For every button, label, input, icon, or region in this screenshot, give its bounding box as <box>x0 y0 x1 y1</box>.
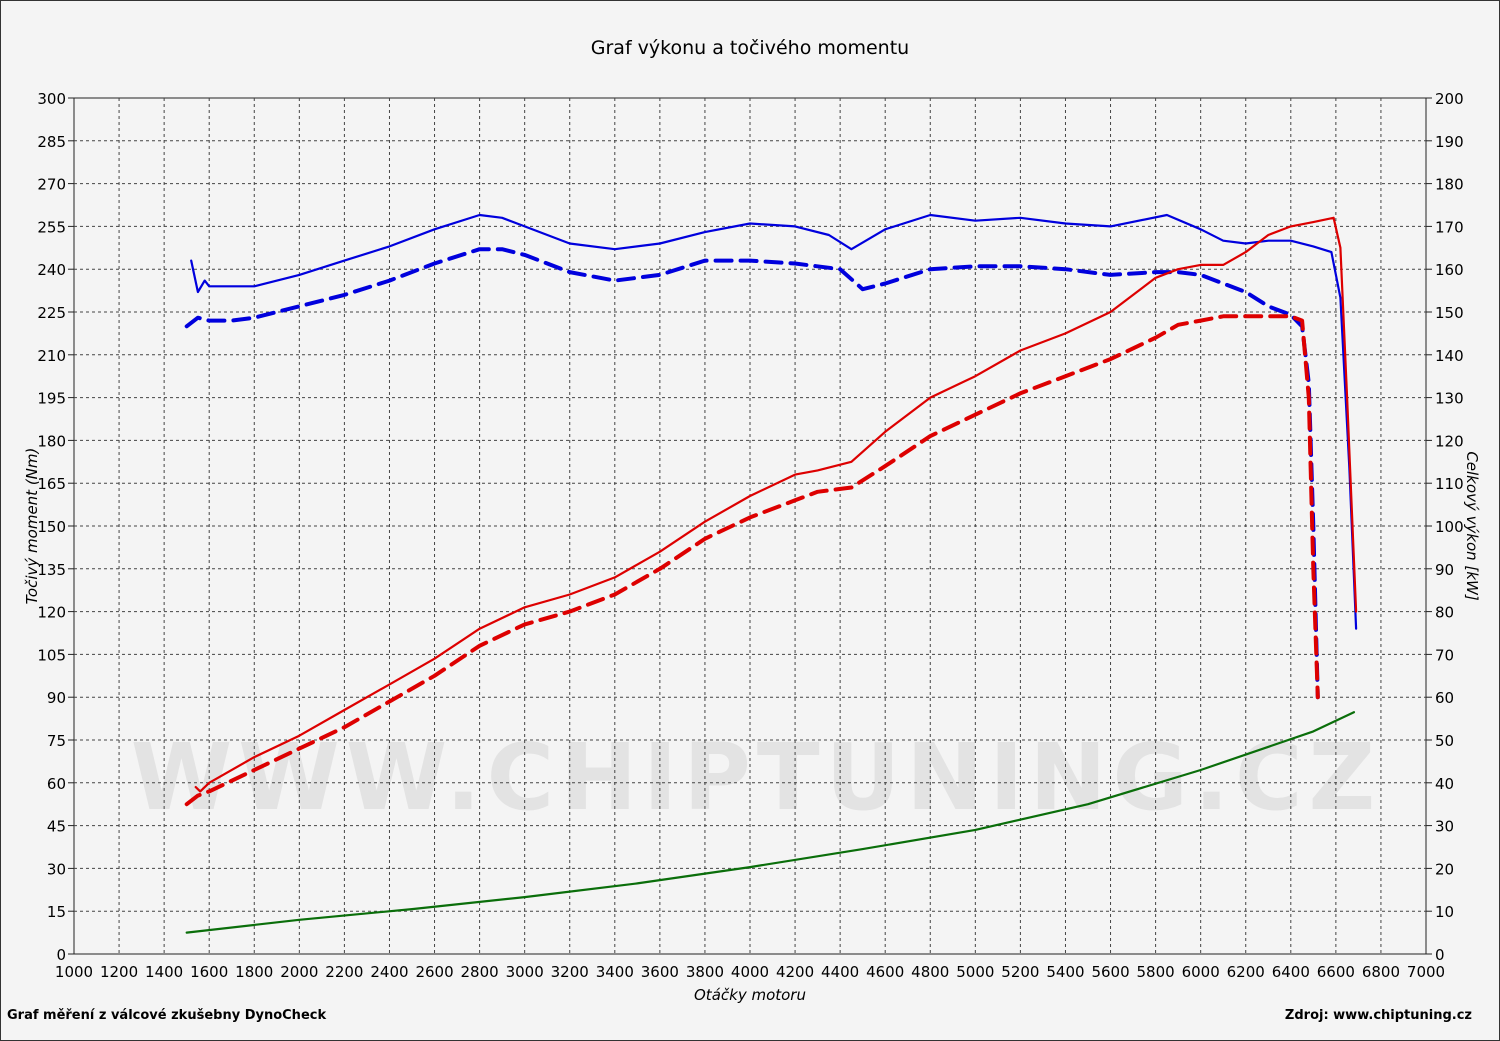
left-tick-label: 75 <box>47 732 66 750</box>
x-tick-label: 3200 <box>551 963 589 981</box>
x-tick-label: 7000 <box>1407 963 1445 981</box>
x-tick-label: 3400 <box>596 963 634 981</box>
series-line-0 <box>190 213 1358 630</box>
right-tick-label: 180 <box>1435 176 1464 194</box>
right-tick-label: 60 <box>1435 689 1454 707</box>
left-tick-label: 45 <box>47 818 66 836</box>
right-tick-label: 160 <box>1435 261 1464 279</box>
left-axis-ticks: 0 15 30 45 60 75 90 105 120 135 150 165 180 195 210 225… <box>37 90 74 964</box>
left-tick-label: 150 <box>37 518 66 536</box>
x-tick-label: 6400 <box>1272 963 1310 981</box>
right-tick-label: 200 <box>1435 90 1464 108</box>
footer-right: Zdroj: www.chiptuning.cz <box>1285 1008 1472 1023</box>
grid <box>73 97 1427 955</box>
left-tick-label: 210 <box>37 347 66 365</box>
left-tick-label: 15 <box>47 903 66 921</box>
right-tick-label: 190 <box>1435 133 1464 151</box>
right-tick-label: 90 <box>1435 561 1454 579</box>
x-tick-label: 4000 <box>731 963 769 981</box>
right-tick-label: 40 <box>1435 775 1454 793</box>
right-tick-label: 10 <box>1435 903 1454 921</box>
x-tick-label: 1000 <box>55 963 93 981</box>
left-tick-label: 180 <box>37 432 66 450</box>
x-tick-label: 3800 <box>686 963 724 981</box>
chart-title: Graf výkonu a točivého momentu <box>591 37 909 59</box>
right-tick-label: 70 <box>1435 646 1454 664</box>
x-tick-label: 6200 <box>1227 963 1265 981</box>
left-tick-label: 135 <box>37 561 66 579</box>
x-tick-label: 6000 <box>1182 963 1220 981</box>
x-tick-label: 3000 <box>506 963 544 981</box>
left-tick-label: 60 <box>47 775 66 793</box>
right-tick-label: 80 <box>1435 604 1454 622</box>
x-tick-label: 2800 <box>461 963 499 981</box>
x-tick-label: 5400 <box>1046 963 1084 981</box>
series-line-1 <box>184 247 1320 700</box>
left-tick-label: 195 <box>37 390 66 408</box>
x-tick-label: 5800 <box>1137 963 1175 981</box>
left-tick-label: 300 <box>37 90 66 108</box>
left-tick-label: 90 <box>47 689 66 707</box>
watermark-text: WWW.CHIPTUNING.CZ <box>131 724 1381 831</box>
left-tick-label: 270 <box>37 176 66 194</box>
x-tick-label: 6600 <box>1317 963 1355 981</box>
right-tick-label: 50 <box>1435 732 1454 750</box>
left-tick-label: 0 <box>56 946 66 964</box>
left-tick-label: 225 <box>37 304 66 322</box>
x-tick-label: 2600 <box>415 963 453 981</box>
right-tick-label: 150 <box>1435 304 1464 322</box>
series-line-4 <box>185 711 1356 934</box>
x-tick-label: 5200 <box>1001 963 1039 981</box>
x-tick-label: 2400 <box>370 963 408 981</box>
left-axis-label: Točivý moment (Nm) <box>23 448 41 605</box>
x-axis-label: Otáčky motoru <box>694 986 806 1004</box>
right-tick-label: 0 <box>1435 946 1445 964</box>
x-tick-label: 1200 <box>100 963 138 981</box>
right-tick-label: 20 <box>1435 860 1454 878</box>
left-tick-label: 285 <box>37 133 66 151</box>
left-tick-label: 255 <box>37 218 66 236</box>
x-tick-label: 2200 <box>325 963 363 981</box>
left-tick-label: 30 <box>47 860 66 878</box>
right-tick-label: 170 <box>1435 218 1464 236</box>
right-axis-ticks: 0 10 20 30 40 50 60 70 80 90 100 110 120 130 140 150 160… <box>1426 90 1464 964</box>
right-tick-label: 120 <box>1435 432 1464 450</box>
series-line-2 <box>194 216 1358 793</box>
left-tick-label: 240 <box>37 261 66 279</box>
x-tick-label: 4400 <box>821 963 859 981</box>
x-tick-label: 4200 <box>776 963 814 981</box>
x-tick-label: 4800 <box>911 963 949 981</box>
x-tick-label: 5600 <box>1091 963 1129 981</box>
left-tick-label: 120 <box>37 604 66 622</box>
left-tick-label: 105 <box>37 646 66 664</box>
x-axis-ticks: 1000 1200 1400 1600 1800 2000 2200 2400 2600 2800… <box>55 963 1445 981</box>
right-tick-label: 30 <box>1435 818 1454 836</box>
x-tick-label: 6800 <box>1362 963 1400 981</box>
x-tick-label: 1600 <box>190 963 228 981</box>
x-tick-label: 1800 <box>235 963 273 981</box>
x-tick-label: 1400 <box>145 963 183 981</box>
x-tick-label: 2000 <box>280 963 318 981</box>
right-tick-label: 110 <box>1435 475 1464 493</box>
series-line-3 <box>184 314 1320 807</box>
right-tick-label: 130 <box>1435 390 1464 408</box>
x-tick-label: 3600 <box>641 963 679 981</box>
x-tick-label: 5000 <box>956 963 994 981</box>
x-tick-label: 4600 <box>866 963 904 981</box>
right-tick-label: 100 <box>1435 518 1464 536</box>
right-axis-label: Celkový výkon [kW] <box>1463 451 1481 601</box>
left-tick-label: 165 <box>37 475 66 493</box>
series-lines <box>184 213 1358 934</box>
footer-left: Graf měření z válcové zkušebny DynoCheck <box>7 1008 326 1023</box>
right-tick-label: 140 <box>1435 347 1464 365</box>
